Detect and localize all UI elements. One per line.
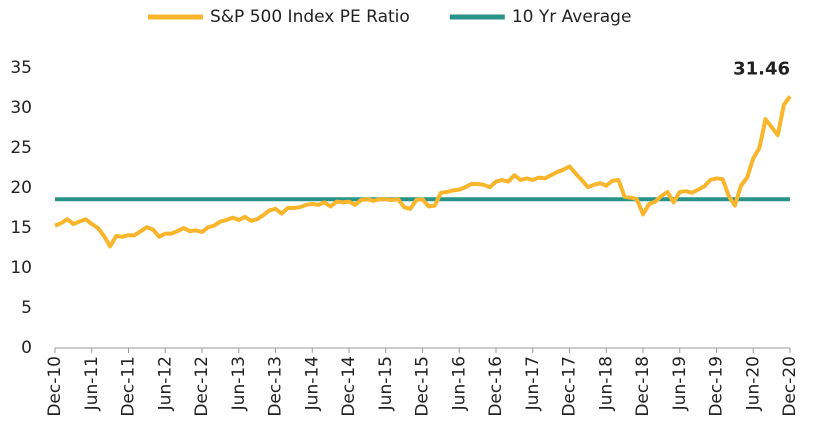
x-tick-label: Dec-12 bbox=[192, 356, 212, 417]
x-tick-label: Jun-19 bbox=[670, 356, 690, 411]
x-tick-label: Jun-14 bbox=[302, 356, 322, 411]
x-tick-label: Dec-11 bbox=[119, 356, 139, 417]
y-tick-label: 10 bbox=[10, 258, 32, 278]
x-tick-label: Jun-16 bbox=[449, 356, 469, 411]
x-tick-label: Dec-17 bbox=[560, 356, 580, 417]
y-tick-label: 25 bbox=[10, 138, 32, 158]
y-tick-label: 30 bbox=[10, 98, 32, 118]
legend-label: S&P 500 Index PE Ratio bbox=[210, 7, 410, 27]
legend-label: 10 Yr Average bbox=[512, 7, 632, 27]
x-tick-label: Dec-10 bbox=[45, 356, 65, 417]
y-tick-label: 15 bbox=[10, 218, 32, 238]
x-tick-label: Jun-15 bbox=[376, 356, 396, 411]
x-tick-label: Jun-12 bbox=[155, 356, 175, 411]
x-tick-label: Dec-18 bbox=[633, 356, 653, 417]
y-tick-label: 0 bbox=[21, 338, 32, 358]
x-tick-label: Dec-13 bbox=[266, 356, 286, 417]
y-tick-label: 5 bbox=[21, 298, 32, 318]
y-tick-label: 20 bbox=[10, 178, 32, 198]
x-tick-label: Dec-16 bbox=[486, 356, 506, 417]
x-tick-label: Jun-13 bbox=[229, 356, 249, 411]
y-tick-label: 35 bbox=[10, 58, 32, 78]
x-tick-label: Jun-11 bbox=[82, 356, 102, 411]
x-tick-label: Dec-19 bbox=[707, 356, 727, 417]
x-tick-label: Dec-14 bbox=[339, 356, 359, 417]
x-tick-label: Dec-15 bbox=[413, 356, 433, 417]
x-tick-label: Jun-20 bbox=[743, 356, 763, 411]
x-tick-label: Jun-17 bbox=[523, 356, 543, 411]
x-tick-label: Dec-20 bbox=[780, 356, 800, 417]
x-tick-label: Jun-18 bbox=[596, 356, 616, 411]
series-line bbox=[54, 95, 792, 249]
data-label: 31.46 bbox=[733, 58, 790, 79]
